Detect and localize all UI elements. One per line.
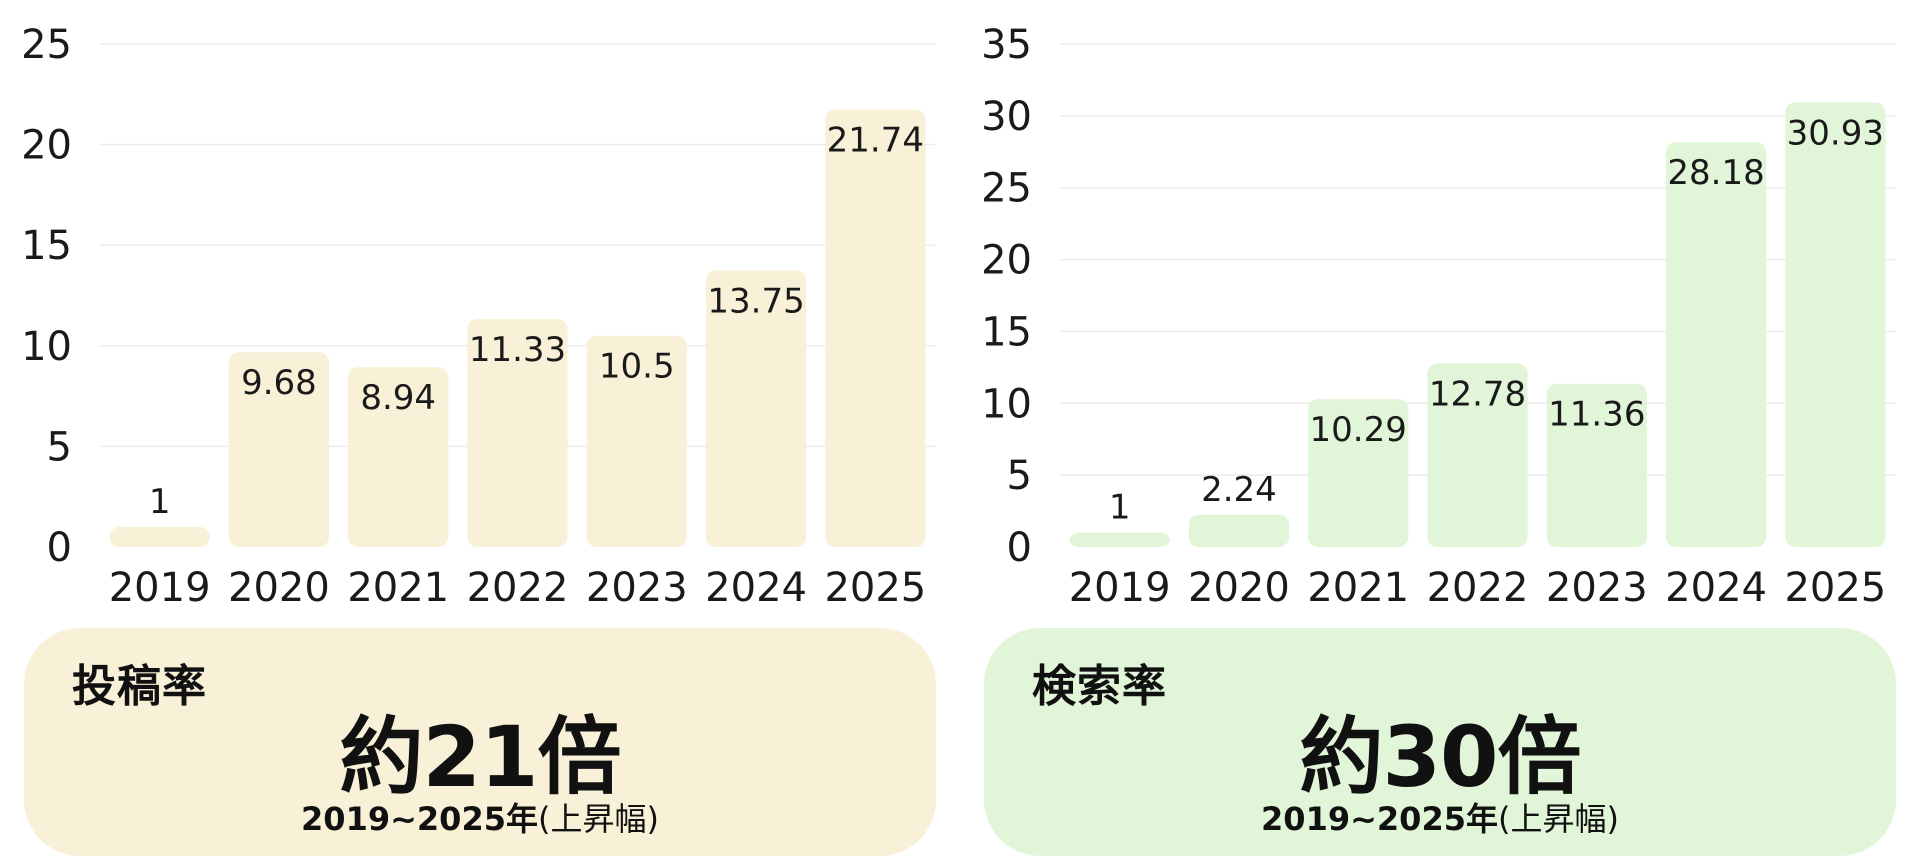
- x-tick-label: 2021: [347, 565, 449, 611]
- period-range: 2019~2025年: [1261, 800, 1498, 838]
- x-tick-label: 2019: [109, 565, 211, 611]
- bar-2020: [1188, 514, 1290, 547]
- posting-rate-bar-chart: 0510152025120199.6820208.94202111.332022…: [21, 22, 935, 611]
- metric-label: 検索率: [1032, 661, 1167, 712]
- x-tick-label: 2020: [228, 565, 330, 611]
- data-label: 30.93: [1787, 113, 1884, 153]
- x-tick-label: 2023: [1546, 565, 1648, 611]
- bar-2022: [467, 319, 568, 547]
- bar-2023: [1546, 383, 1647, 547]
- posting-rate-summary-card: 投稿率 約21倍 2019~2025年(上昇幅): [24, 628, 936, 856]
- bar-2024: [705, 270, 807, 547]
- data-label: 10.29: [1310, 410, 1407, 450]
- bar-2021: [1308, 399, 1409, 547]
- x-tick-label: 2023: [586, 565, 688, 611]
- data-label: 11.36: [1548, 395, 1645, 435]
- y-tick-label: 10: [981, 381, 1032, 427]
- y-tick-label: 10: [21, 324, 72, 370]
- data-label: 2.24: [1201, 470, 1277, 510]
- data-label: 8.94: [360, 378, 436, 418]
- period-note: (上昇幅): [1497, 800, 1619, 838]
- bar-2021: [348, 367, 449, 547]
- y-tick-label: 15: [981, 309, 1032, 355]
- y-tick-label: 20: [21, 123, 72, 169]
- y-tick-label: 20: [981, 238, 1032, 284]
- bar-2025: [1785, 102, 1886, 548]
- x-tick-label: 2024: [705, 565, 807, 611]
- metric-label: 投稿率: [72, 661, 207, 712]
- data-label: 9.68: [241, 363, 317, 403]
- y-tick-label: 0: [1007, 525, 1032, 571]
- data-label: 28.18: [1667, 153, 1764, 193]
- y-tick-label: 35: [981, 22, 1032, 68]
- x-tick-label: 2019: [1069, 565, 1171, 611]
- growth-headline: 約30倍: [1299, 708, 1582, 806]
- period-range: 2019~2025年: [301, 800, 538, 838]
- bar-2019: [1069, 532, 1170, 547]
- y-tick-label: 5: [1007, 453, 1032, 499]
- period-caption: 2019~2025年(上昇幅): [984, 794, 1896, 840]
- growth-headline: 約21倍: [339, 708, 622, 806]
- y-tick-label: 30: [981, 94, 1032, 140]
- x-tick-label: 2025: [824, 565, 926, 611]
- x-tick-label: 2021: [1307, 565, 1409, 611]
- data-label: 12.78: [1429, 374, 1526, 414]
- bar-2023: [586, 335, 687, 547]
- search-rate-bar-chart: 05101520253035120192.24202010.29202112.7…: [981, 22, 1895, 611]
- y-tick-label: 0: [47, 525, 72, 571]
- bar-2022: [1427, 363, 1528, 547]
- y-tick-label: 15: [21, 223, 72, 269]
- x-tick-label: 2022: [467, 565, 569, 611]
- data-label: 21.74: [827, 121, 924, 161]
- data-label: 10.5: [599, 347, 675, 387]
- x-tick-label: 2020: [1188, 565, 1290, 611]
- y-tick-label: 25: [21, 22, 72, 68]
- bar-2024: [1665, 142, 1767, 548]
- period-caption: 2019~2025年(上昇幅): [24, 794, 936, 840]
- data-label: 1: [1109, 488, 1131, 528]
- data-label: 11.33: [469, 330, 566, 370]
- bar-2020: [228, 352, 330, 547]
- x-tick-label: 2022: [1427, 565, 1529, 611]
- y-tick-label: 25: [981, 166, 1032, 212]
- period-note: (上昇幅): [537, 800, 659, 838]
- search-rate-summary-card: 検索率 約30倍 2019~2025年(上昇幅): [984, 628, 1896, 856]
- x-tick-label: 2025: [1784, 565, 1886, 611]
- bar-2025: [825, 109, 926, 548]
- x-tick-label: 2024: [1665, 565, 1767, 611]
- bar-2019: [109, 526, 210, 547]
- y-tick-label: 5: [47, 424, 72, 470]
- data-label: 13.75: [707, 281, 804, 321]
- data-label: 1: [149, 482, 171, 522]
